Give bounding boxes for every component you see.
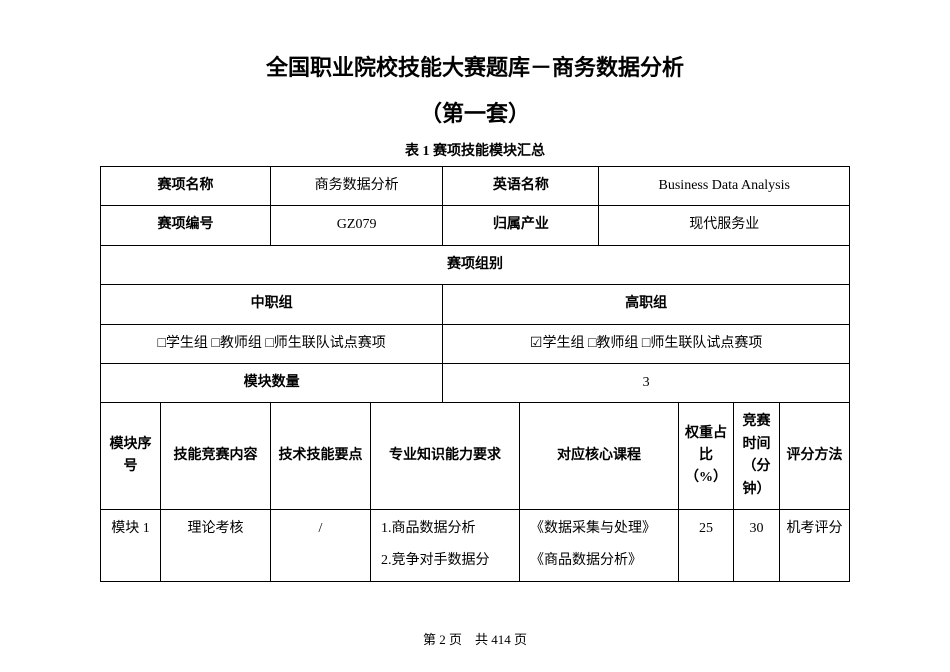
cell-core-course: 《数据采集与处理》 《商品数据分析》	[519, 509, 678, 581]
higher-label: 高职组	[443, 285, 850, 324]
code-value: GZ079	[271, 206, 443, 245]
document-title: 全国职业院校技能大赛题库－商务数据分析	[100, 50, 850, 82]
english-label: 英语名称	[443, 167, 599, 206]
core-course-2: 《商品数据分析》	[530, 550, 672, 572]
name-label: 赛项名称	[101, 167, 271, 206]
knowledge-req-1: 1.商品数据分析	[381, 518, 513, 540]
data-row-1: 模块 1 理论考核 / 1.商品数据分析 2.竞争对手数据分 《数据采集与处理》…	[101, 509, 850, 581]
english-value: Business Data Analysis	[599, 167, 850, 206]
header-core-course: 对应核心课程	[519, 403, 678, 510]
higher-groups: ☑学生组 □教师组 □师生联队试点赛项	[443, 324, 850, 363]
cell-weight: 25	[679, 509, 734, 581]
code-label: 赛项编号	[101, 206, 271, 245]
industry-value: 现代服务业	[599, 206, 850, 245]
industry-label: 归属产业	[443, 206, 599, 245]
header-knowledge-req: 专业知识能力要求	[371, 403, 520, 510]
module-count-label: 模块数量	[101, 363, 443, 402]
group-header-row: 中职组 高职组	[101, 285, 850, 324]
table-caption: 表 1 赛项技能模块汇总	[100, 140, 850, 160]
cell-module-no: 模块 1	[101, 509, 161, 581]
header-module-no: 模块序号	[101, 403, 161, 510]
header-weight: 权重占比（%）	[679, 403, 734, 510]
cell-time: 30	[734, 509, 780, 581]
module-count-value: 3	[443, 363, 850, 402]
info-row-1: 赛项名称 商务数据分析 英语名称 Business Data Analysis	[101, 167, 850, 206]
cell-knowledge-req: 1.商品数据分析 2.竞争对手数据分	[371, 509, 520, 581]
knowledge-req-2: 2.竞争对手数据分	[381, 550, 513, 572]
header-skill-points: 技术技能要点	[271, 403, 371, 510]
info-row-2: 赛项编号 GZ079 归属产业 现代服务业	[101, 206, 850, 245]
cell-scoring: 机考评分	[780, 509, 850, 581]
competition-table: 赛项名称 商务数据分析 英语名称 Business Data Analysis …	[100, 166, 850, 582]
header-scoring: 评分方法	[780, 403, 850, 510]
category-row: 赛项组别	[101, 245, 850, 284]
name-value: 商务数据分析	[271, 167, 443, 206]
core-course-1: 《数据采集与处理》	[530, 518, 672, 540]
group-options-row: □学生组 □教师组 □师生联队试点赛项 ☑学生组 □教师组 □师生联队试点赛项	[101, 324, 850, 363]
header-content: 技能竞赛内容	[161, 403, 271, 510]
category-label: 赛项组别	[101, 245, 850, 284]
vocational-label: 中职组	[101, 285, 443, 324]
header-time: 竞赛时间（分钟）	[734, 403, 780, 510]
module-count-row: 模块数量 3	[101, 363, 850, 402]
column-header-row: 模块序号 技能竞赛内容 技术技能要点 专业知识能力要求 对应核心课程 权重占比（…	[101, 403, 850, 510]
page-footer: 第 2 页 共 414 页	[0, 629, 950, 648]
cell-skill-points: /	[271, 509, 371, 581]
document-subtitle: （第一套）	[100, 96, 850, 128]
vocational-groups: □学生组 □教师组 □师生联队试点赛项	[101, 324, 443, 363]
cell-content: 理论考核	[161, 509, 271, 581]
